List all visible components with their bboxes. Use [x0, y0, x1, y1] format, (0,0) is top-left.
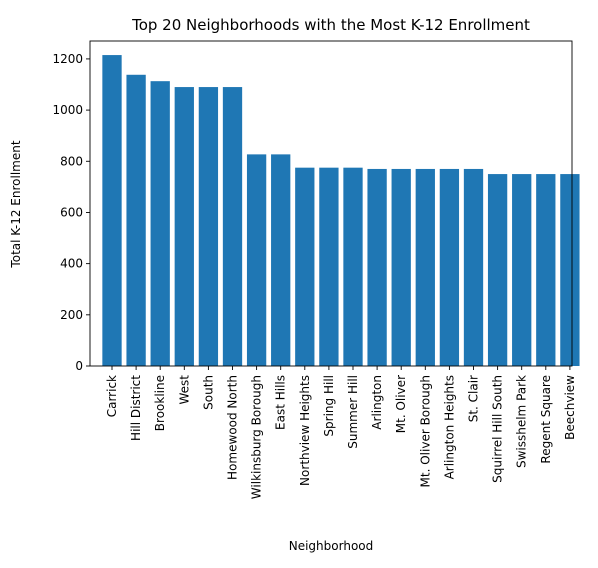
- y-tick-label-400: 400: [60, 257, 83, 271]
- bar-summer-hill: [343, 167, 363, 366]
- x-tick-label-wilkinsburg-borough: Wilkinsburg Borough: [250, 375, 264, 499]
- x-tick-label-south: South: [201, 375, 215, 410]
- bar-arlington-heights: [439, 168, 460, 366]
- bar-swisshelm-park: [512, 174, 532, 366]
- x-tick-label-arlington: Arlington: [370, 375, 384, 430]
- x-tick-label-carrick: Carrick: [105, 375, 119, 417]
- bar-east-hills: [271, 154, 291, 366]
- bar-homewood-north: [222, 87, 243, 366]
- bar-beechview: [560, 174, 580, 366]
- x-axis-label: Neighborhood: [289, 539, 374, 553]
- y-tick-label-1200: 1200: [52, 52, 83, 66]
- x-tick-label-squirrel-hill-south: Squirrel Hill South: [491, 375, 505, 483]
- bar-spring-hill: [319, 167, 339, 366]
- x-tick-label-swisshelm-park: Swisshelm Park: [515, 375, 529, 468]
- bar-mt-oliver-borough: [415, 168, 435, 366]
- y-axis-label: Total K-12 Enrollment: [9, 140, 23, 268]
- y-tick-label-800: 800: [60, 154, 83, 168]
- bar-st-clair: [463, 168, 484, 366]
- x-tick-label-mt-oliver-borough: Mt. Oliver Borough: [418, 375, 432, 487]
- x-tick-label-northview-heights: Northview Heights: [298, 375, 312, 486]
- bar-carrick: [102, 55, 122, 366]
- bar-brookline: [150, 81, 170, 367]
- plot-frame: [89, 40, 573, 367]
- bar-mt-oliver: [391, 168, 411, 366]
- y-tick-label-200: 200: [60, 308, 83, 322]
- bar-regent-square: [536, 174, 556, 366]
- x-tick-label-summer-hill: Summer Hill: [346, 375, 360, 449]
- bar-west: [174, 87, 194, 366]
- bar-wilkinsburg-borough: [246, 154, 267, 366]
- y-tick-label-1000: 1000: [52, 103, 83, 117]
- x-tick-label-hill-district: Hill District: [129, 375, 143, 441]
- bar-south: [198, 87, 219, 366]
- y-axis: 0 200 400 600 800 1000 1200: [52, 52, 90, 373]
- chart-title: Top 20 Neighborhoods with the Most K-12 …: [131, 16, 530, 34]
- x-tick-label-east-hills: East Hills: [274, 375, 288, 430]
- bars-group: [102, 55, 580, 367]
- bar-squirrel-hill-south: [487, 174, 508, 366]
- x-tick-label-arlington-heights: Arlington Heights: [442, 375, 456, 479]
- x-tick-label-spring-hill: Spring Hill: [322, 375, 336, 437]
- bar-northview-heights: [295, 167, 315, 366]
- x-tick-label-beechview: Beechview: [563, 375, 577, 440]
- x-tick-label-brookline: Brookline: [153, 375, 167, 431]
- bar-arlington: [367, 168, 387, 366]
- bar-hill-district: [126, 74, 146, 366]
- x-tick-label-homewood-north: Homewood North: [226, 375, 240, 480]
- x-tick-label-regent-square: Regent Square: [539, 375, 553, 464]
- y-tick-label-600: 600: [60, 205, 83, 219]
- x-axis: Carrick Hill District Brookline West South Ho…: [105, 366, 577, 499]
- x-tick-label-st-clair: St. Clair: [467, 375, 481, 422]
- y-tick-label-0: 0: [75, 359, 83, 373]
- x-tick-label-west: West: [177, 375, 191, 405]
- x-tick-label-mt-oliver: Mt. Oliver: [394, 375, 408, 433]
